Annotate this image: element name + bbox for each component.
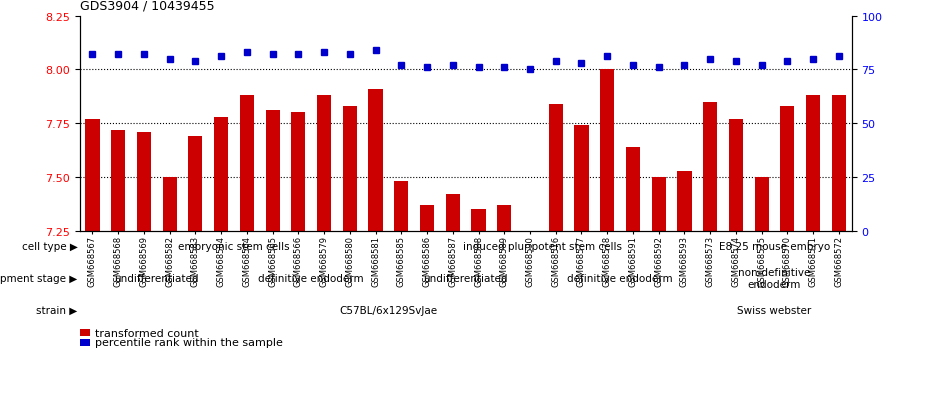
Bar bbox=[548, 104, 563, 231]
Text: definitive endoderm: definitive endoderm bbox=[258, 273, 364, 283]
Bar bbox=[651, 178, 665, 231]
Bar bbox=[729, 120, 743, 231]
Text: Swiss webster: Swiss webster bbox=[738, 305, 812, 315]
Text: percentile rank within the sample: percentile rank within the sample bbox=[95, 337, 283, 348]
Text: undifferentiated: undifferentiated bbox=[423, 273, 508, 283]
Bar bbox=[214, 117, 228, 231]
Text: induced pluripotent stem cells: induced pluripotent stem cells bbox=[463, 241, 622, 252]
Bar bbox=[80, 329, 90, 336]
Text: GDS3904 / 10439455: GDS3904 / 10439455 bbox=[80, 0, 214, 12]
Text: strain ▶: strain ▶ bbox=[37, 305, 78, 315]
Text: definitive endoderm: definitive endoderm bbox=[567, 273, 673, 283]
Text: non-definitive
endoderm: non-definitive endoderm bbox=[739, 267, 811, 289]
Bar bbox=[369, 90, 383, 231]
Bar bbox=[600, 70, 614, 231]
Bar bbox=[832, 96, 846, 231]
Bar bbox=[678, 171, 692, 231]
Bar bbox=[575, 126, 589, 231]
Text: development stage ▶: development stage ▶ bbox=[0, 273, 78, 283]
Bar bbox=[420, 206, 434, 231]
Bar bbox=[754, 178, 768, 231]
Text: cell type ▶: cell type ▶ bbox=[22, 241, 78, 252]
Bar bbox=[266, 111, 280, 231]
Bar bbox=[343, 107, 357, 231]
Bar bbox=[188, 137, 202, 231]
Bar bbox=[446, 195, 460, 231]
Text: undifferentiated: undifferentiated bbox=[114, 273, 199, 283]
Bar bbox=[85, 120, 99, 231]
Bar bbox=[806, 96, 820, 231]
Bar bbox=[703, 102, 717, 231]
Bar bbox=[394, 182, 408, 231]
Bar bbox=[240, 96, 254, 231]
Text: C57BL/6x129SvJae: C57BL/6x129SvJae bbox=[340, 305, 437, 315]
Bar bbox=[291, 113, 305, 231]
Bar bbox=[80, 339, 90, 346]
Bar bbox=[111, 131, 125, 231]
Text: transformed count: transformed count bbox=[95, 328, 198, 338]
Text: embryonic stem cells: embryonic stem cells bbox=[178, 241, 290, 252]
Bar bbox=[317, 96, 331, 231]
Bar bbox=[137, 133, 151, 231]
Bar bbox=[781, 107, 795, 231]
Bar bbox=[626, 147, 640, 231]
Bar bbox=[163, 178, 177, 231]
Bar bbox=[497, 206, 511, 231]
Bar bbox=[472, 210, 486, 231]
Text: E8.25 mouse embryo: E8.25 mouse embryo bbox=[719, 241, 830, 252]
